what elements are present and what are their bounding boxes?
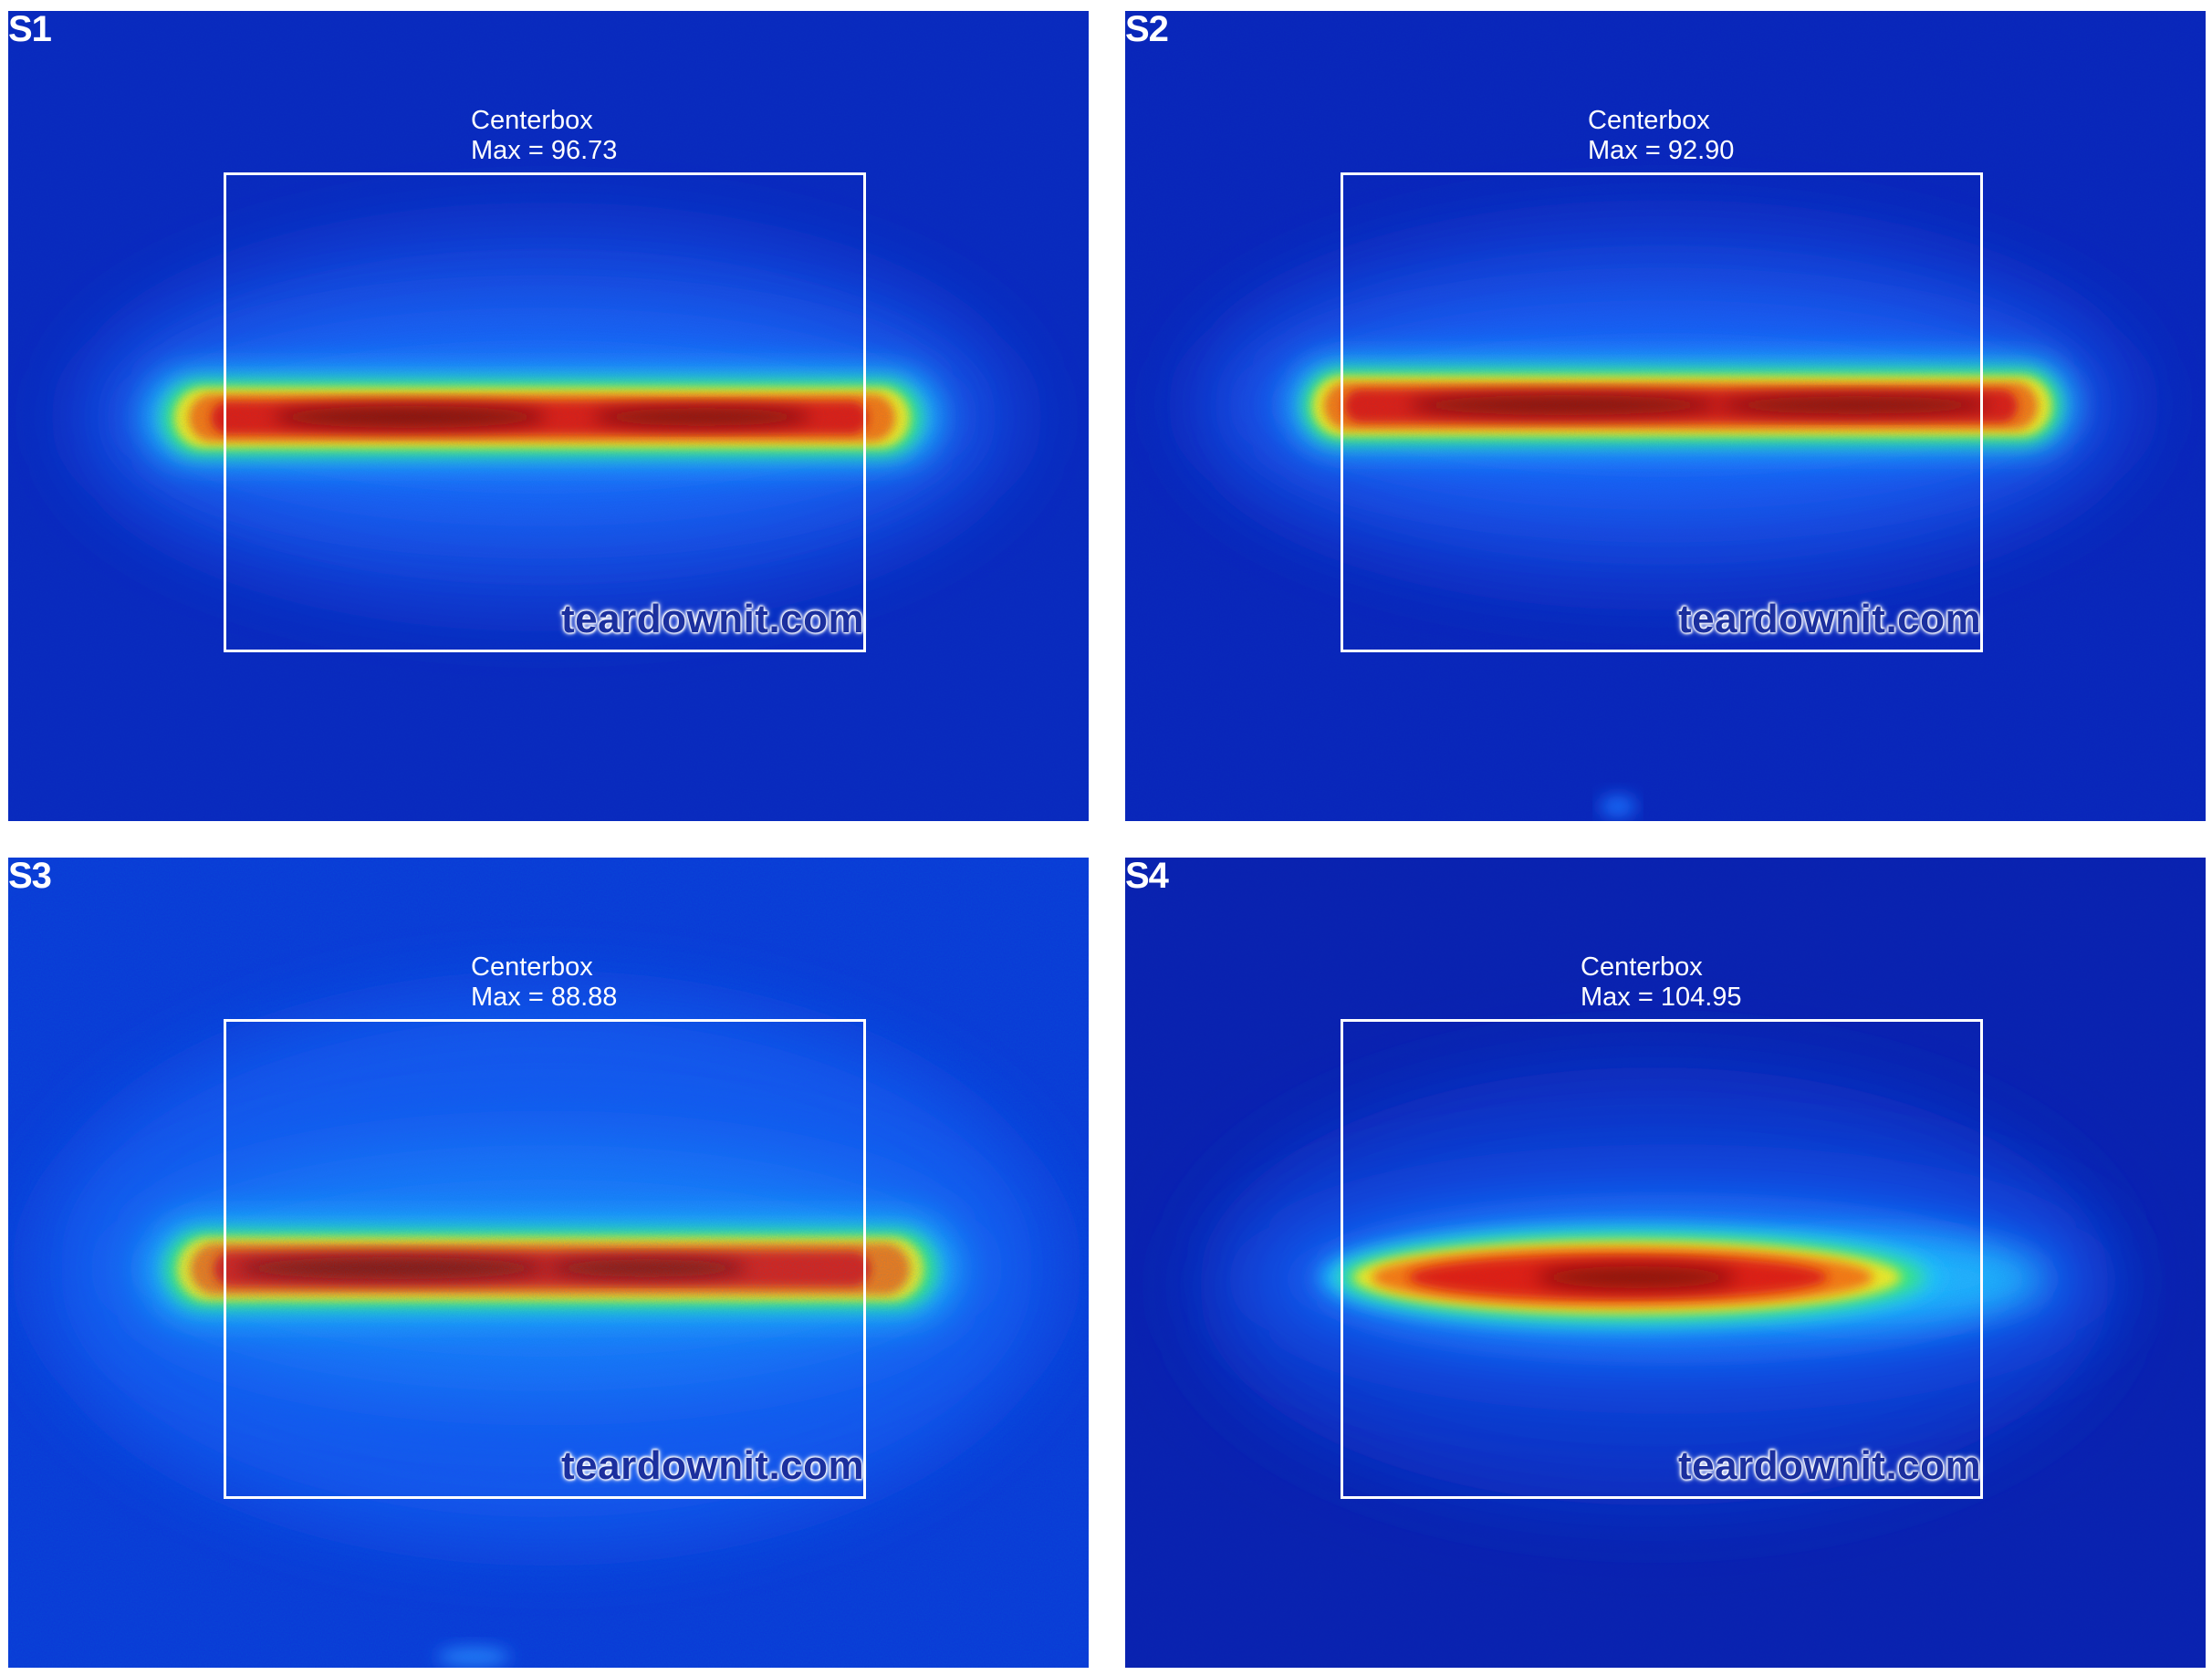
roi-max-value: Max = 96.73 [471,136,618,165]
watermark: teardownit.com [1678,597,1982,641]
roi-annotation: Centerbox Max = 92.90 [1588,106,1734,166]
watermark: teardownit.com [561,597,865,641]
watermark: teardownit.com [561,1443,865,1488]
beam-profile-panel-s2: S2 Centerbox Max = 92.90 teardownit.com [1125,11,2206,821]
panel-id-label: S3 [8,858,52,896]
beam-heatmap-s3 [8,858,1089,1668]
centerbox-roi [1341,172,1983,652]
roi-max-value: Max = 88.88 [471,983,618,1012]
watermark: teardownit.com [1678,1443,1982,1488]
centerbox-roi [224,1019,866,1499]
roi-annotation: Centerbox Max = 88.88 [471,952,617,1013]
beam-profile-panel-s1: S1 Centerbox Max = 96.73 teardownit.com [8,11,1089,821]
roi-name: Centerbox [1581,952,1703,982]
roi-annotation: Centerbox Max = 96.73 [471,106,617,166]
centerbox-roi [224,172,866,652]
panel-id-label: S4 [1125,858,1169,896]
beam-profile-panel-s4: S4 Centerbox Max = 104.95 teardownit.com [1125,858,2206,1668]
roi-name: Centerbox [1588,106,1710,135]
panel-id-label: S2 [1125,11,1169,49]
beam-heatmap-s1 [8,11,1089,821]
roi-max-value: Max = 92.90 [1588,136,1735,165]
panel-id-label: S1 [8,11,52,49]
roi-annotation: Centerbox Max = 104.95 [1581,952,1742,1013]
beam-profile-panel-s3: S3 Centerbox Max = 88.88 teardownit.com [8,858,1089,1668]
beam-heatmap-s4 [1125,858,2206,1668]
roi-max-value: Max = 104.95 [1581,983,1742,1012]
centerbox-roi [1341,1019,1983,1499]
roi-name: Centerbox [471,952,593,982]
beam-heatmap-s2 [1125,11,2206,821]
roi-name: Centerbox [471,106,593,135]
